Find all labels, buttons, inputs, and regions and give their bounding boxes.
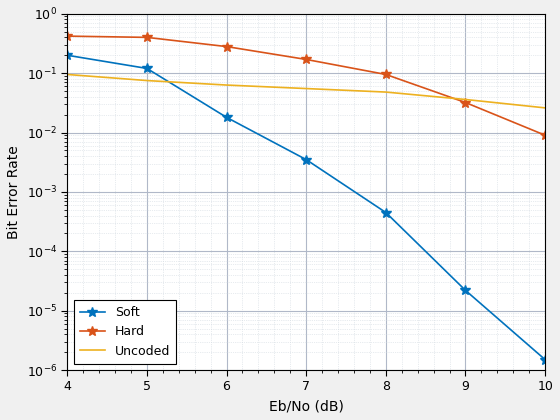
Soft bbox=[542, 357, 548, 362]
Uncoded bbox=[223, 83, 230, 88]
Legend: Soft, Hard, Uncoded: Soft, Hard, Uncoded bbox=[73, 300, 176, 364]
Y-axis label: Bit Error Rate: Bit Error Rate bbox=[7, 145, 21, 239]
Hard bbox=[542, 133, 548, 138]
Uncoded bbox=[382, 89, 389, 94]
Line: Hard: Hard bbox=[62, 31, 550, 140]
Soft bbox=[223, 115, 230, 120]
Soft bbox=[382, 210, 389, 215]
Hard bbox=[382, 72, 389, 77]
Uncoded bbox=[303, 86, 310, 91]
Uncoded bbox=[542, 105, 548, 110]
Uncoded bbox=[462, 97, 469, 102]
Soft bbox=[303, 157, 310, 162]
Line: Soft: Soft bbox=[62, 50, 550, 365]
Soft bbox=[462, 288, 469, 293]
Hard bbox=[462, 100, 469, 105]
Hard bbox=[64, 34, 71, 39]
Hard bbox=[143, 35, 150, 40]
Hard bbox=[223, 44, 230, 49]
Uncoded bbox=[143, 78, 150, 83]
Soft bbox=[64, 53, 71, 58]
Line: Uncoded: Uncoded bbox=[67, 74, 545, 108]
Hard bbox=[303, 57, 310, 62]
Uncoded bbox=[64, 72, 71, 77]
Soft bbox=[143, 66, 150, 71]
X-axis label: Eb/No (dB): Eb/No (dB) bbox=[269, 399, 344, 413]
